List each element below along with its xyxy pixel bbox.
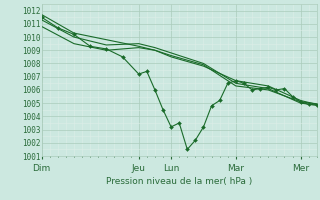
- X-axis label: Pression niveau de la mer( hPa ): Pression niveau de la mer( hPa ): [106, 177, 252, 186]
